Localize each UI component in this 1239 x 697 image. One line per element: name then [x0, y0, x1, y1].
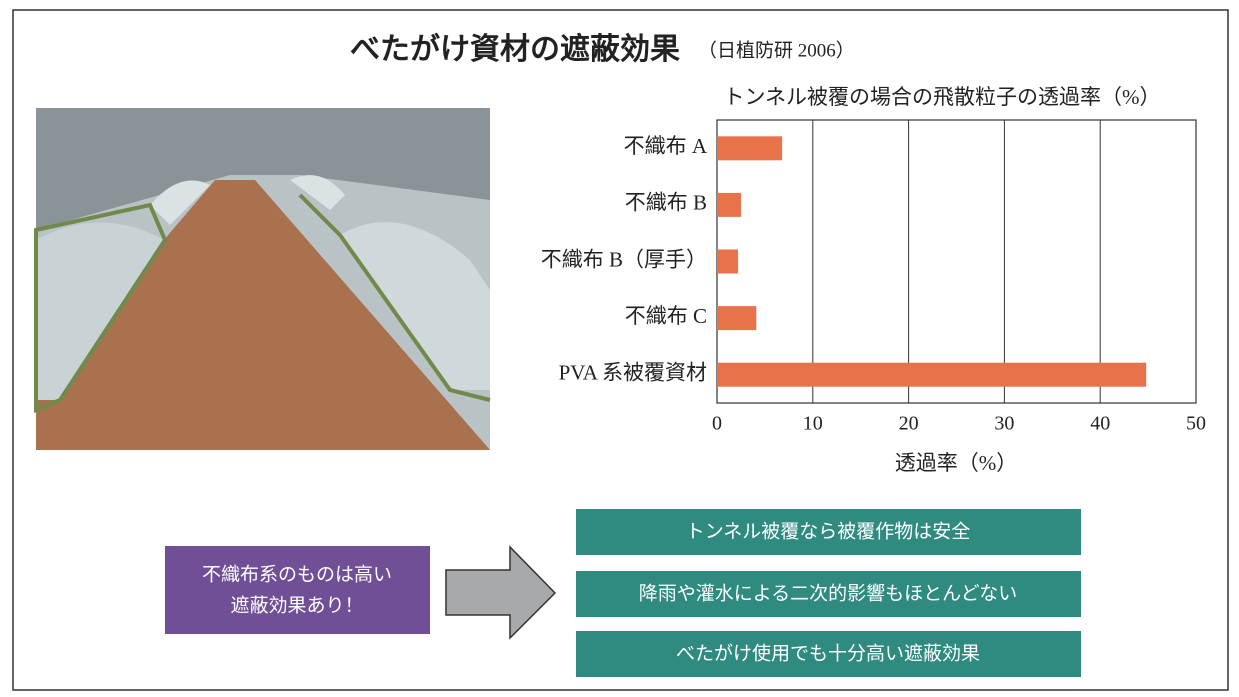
- bar: [717, 362, 1147, 387]
- slide-title: べたがけ資材の遮蔽効果: [350, 32, 680, 66]
- y-tick-label: 不織布 C: [625, 304, 707, 328]
- bar: [717, 192, 741, 217]
- x-tick-label: 50: [1186, 413, 1206, 435]
- x-tick-label: 0: [712, 413, 722, 435]
- y-tick-label: 不織布 A: [624, 134, 708, 158]
- point-box: [576, 571, 1081, 617]
- arrow: [445, 545, 557, 640]
- point-text: 降雨や灌水による二次的影響もほとんどない: [639, 583, 1017, 605]
- bar: [717, 136, 783, 161]
- point-text: トンネル被覆なら被覆作物は安全: [686, 521, 971, 543]
- title-note: （日植防研 2006）: [698, 39, 855, 61]
- x-axis-label: 透過率（%）: [895, 451, 1018, 475]
- chart-title: トンネル被覆の場合の飛散粒子の透過率（%）: [723, 85, 1160, 109]
- x-tick-label: 10: [803, 413, 823, 435]
- point-box: [576, 631, 1081, 677]
- photo: [34, 108, 491, 450]
- x-tick-label: 30: [994, 413, 1014, 435]
- x-tick-label: 20: [899, 413, 919, 435]
- conclusion-box: [165, 546, 430, 634]
- y-tick-label: PVA 系被覆資材: [559, 361, 707, 385]
- frame: [12, 9, 1229, 691]
- x-tick-label: 40: [1090, 413, 1110, 435]
- point-box: [576, 509, 1081, 555]
- plot-frame: [716, 119, 1197, 404]
- bar: [717, 249, 739, 274]
- y-tick-label: 不織布 B: [625, 191, 707, 215]
- point-text: べたがけ使用でも十分高い遮蔽効果: [676, 643, 980, 665]
- bar: [717, 306, 757, 331]
- conclusion-line: 不織布系のものは高い: [202, 564, 392, 586]
- conclusion-line: 遮蔽効果あり！: [230, 595, 363, 617]
- y-tick-label: 不織布 B（厚手）: [541, 247, 707, 271]
